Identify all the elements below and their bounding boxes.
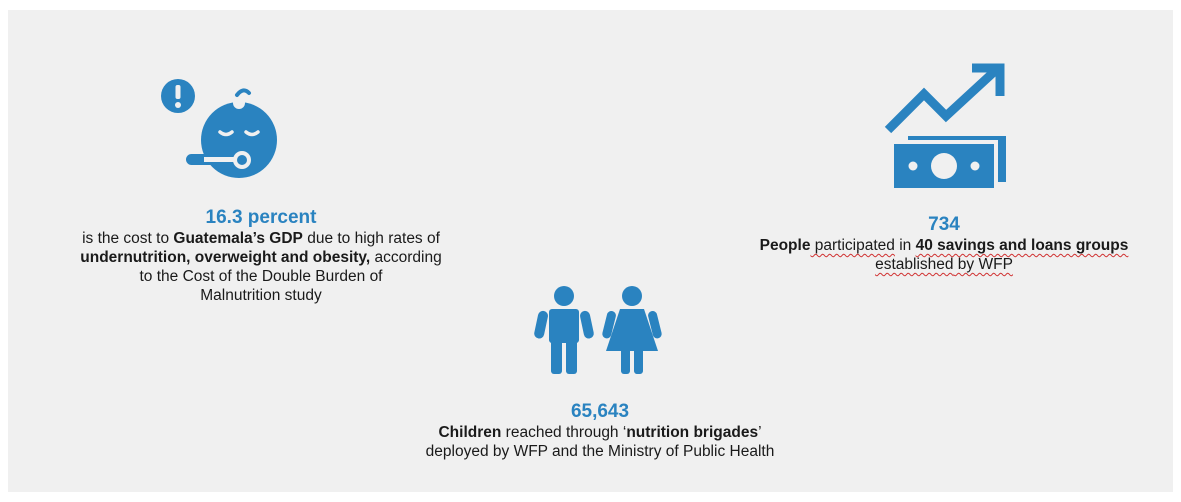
savings-groups-line-2: established by WFP — [875, 256, 1013, 273]
boy-icon — [534, 286, 594, 374]
children-reached-value: 65,643 — [570, 401, 630, 422]
gdp-cost-line-1: is the cost to Guatemala’s GDP due to hi… — [82, 230, 440, 247]
children-icon — [534, 286, 662, 374]
children-reached-line-2: deployed by WFP and the Ministry of Publ… — [425, 443, 775, 460]
savings-groups-line-1: People participated in 40 savings and lo… — [759, 237, 1129, 254]
gdp-cost-stat: 16.3 percent is the cost to Guatemala’s … — [22, 207, 500, 305]
baby-face-icon — [186, 88, 277, 178]
trend-arrow-icon — [884, 63, 1005, 134]
money-growth-icon — [884, 63, 1006, 188]
baby-alert-icon — [161, 79, 277, 178]
girl-icon — [602, 286, 662, 374]
gdp-cost-value: 16.3 percent — [205, 207, 317, 228]
gdp-cost-line-4: Malnutrition study — [200, 287, 322, 304]
savings-groups-stat: 734 People participated in 40 savings an… — [690, 214, 1181, 274]
gdp-cost-line-2: undernutrition, overweight and obesity, … — [80, 249, 442, 266]
children-reached-line-1: Children reached through ‘nutrition brig… — [438, 424, 762, 441]
children-reached-stat: 65,643 Children reached through ‘nutriti… — [330, 401, 870, 461]
gdp-cost-line-3: to the Cost of the Double Burden of — [139, 268, 383, 285]
savings-groups-value: 734 — [928, 214, 960, 235]
banknote-icon — [894, 136, 1006, 188]
alert-badge-icon — [161, 79, 195, 113]
